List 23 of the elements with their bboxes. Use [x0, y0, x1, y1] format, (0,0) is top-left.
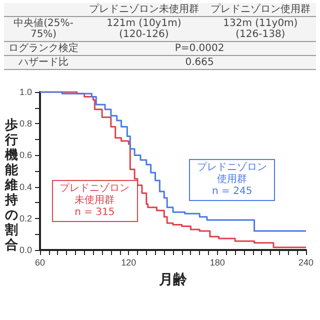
text: P=0.0002 [83, 42, 316, 56]
text: 中央値(25%- 75%) [4, 16, 84, 42]
y-tick-label: 0.2 [19, 213, 32, 224]
y-tick-label: 1.0 [19, 87, 32, 97]
text: 132m (11y0m) (126-138) [204, 16, 316, 42]
annotation: n = 245 [211, 186, 254, 198]
y-tick-label: 0.6 [19, 150, 32, 160]
text: プレドニゾロン未使用群 [83, 3, 205, 16]
text: ハザード比 [4, 56, 84, 70]
x-tick-label: 180 [210, 258, 225, 268]
y-tick-label: 0.0 [19, 245, 32, 255]
annotation: n = 315 [74, 207, 116, 220]
y-tick-label: 0.4 [19, 182, 32, 192]
text: 0.665 [83, 56, 316, 70]
text: 歩行機能維持の割合 [5, 118, 18, 253]
text: プレドニゾロン使用群 [204, 3, 316, 16]
y-tick-label: 0.8 [19, 118, 32, 129]
x-tick-label: 60 [34, 258, 46, 268]
x-axis-title: 月齢 [158, 271, 188, 287]
x-tick-label: 120 [121, 258, 136, 268]
text: ログランク検定 [4, 42, 84, 56]
text: 121m (10y1m) (120-126) [83, 16, 205, 42]
x-tick-label: 240 [298, 258, 314, 268]
